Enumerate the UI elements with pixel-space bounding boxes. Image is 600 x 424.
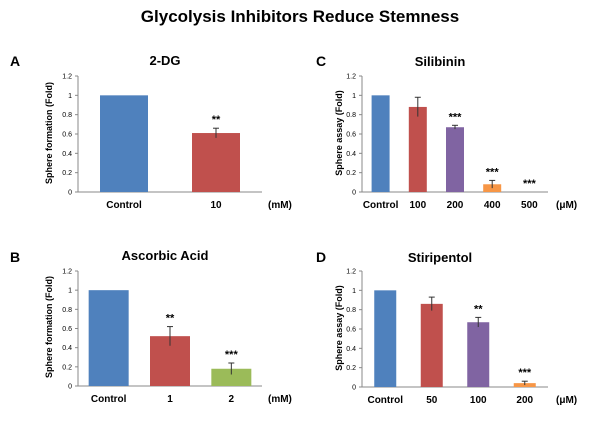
y-tick-label: 0.4 (62, 151, 72, 158)
bar (467, 322, 490, 387)
y-tick-label: 1.2 (62, 74, 72, 81)
significance-label: ** (166, 313, 175, 325)
significance-label: *** (486, 166, 500, 178)
significance-label: *** (449, 111, 463, 123)
bar (192, 133, 240, 192)
bar (420, 303, 443, 387)
bar (374, 290, 397, 387)
category-label: 1 (167, 394, 173, 405)
plot-area: 0 0.2 0.4 0.6 0.8 1 1.2 Control 50 100 ** 200 *** (346, 269, 548, 406)
y-tick-label: 0 (352, 385, 356, 392)
category-label: 10 (210, 200, 222, 211)
y-tick-label: 1.2 (346, 269, 356, 276)
y-tick-label: 0.4 (346, 346, 356, 353)
y-tick-label: 1 (352, 93, 356, 100)
x-axis-unit: (μM) (556, 200, 577, 211)
y-tick-label: 0 (68, 190, 72, 197)
y-tick-label: 0.2 (346, 170, 356, 177)
y-tick-label: 0.2 (62, 170, 72, 177)
y-tick-label: 1 (352, 288, 356, 295)
category-label: 100 (470, 395, 487, 406)
y-axis-label: Sphere assay (Fold) (334, 90, 344, 176)
x-axis-unit: (mM) (268, 394, 292, 405)
plot-area: 0 0.2 0.4 0.6 0.8 1 1.2 Control 10 ** (62, 74, 262, 211)
category-label: Control (106, 200, 142, 211)
y-tick-label: 0.6 (62, 132, 72, 139)
y-tick-label: 0.8 (62, 112, 72, 119)
y-tick-label: 0.8 (346, 112, 356, 119)
y-tick-label: 1.2 (346, 74, 356, 81)
bar (100, 95, 148, 192)
bar (446, 127, 464, 192)
x-axis-unit: (μM) (556, 395, 577, 406)
panel-title: Silibinin (415, 54, 466, 69)
panel-title: Ascorbic Acid (122, 248, 209, 263)
panel-letter: A (10, 53, 20, 69)
y-tick-label: 1 (68, 93, 72, 100)
y-axis-label: Sphere formation (Fold) (44, 276, 54, 378)
category-label: 50 (426, 395, 438, 406)
panel-title: Stiripentol (408, 250, 472, 265)
y-tick-label: 0.8 (346, 307, 356, 314)
category-label: 200 (516, 395, 533, 406)
y-tick-label: 0.4 (346, 151, 356, 158)
panel-letter: D (316, 249, 326, 265)
category-label: 100 (409, 200, 426, 211)
y-axis-label: Sphere assay (Fold) (334, 285, 344, 371)
panel-letter: B (10, 249, 20, 265)
y-tick-label: 0.2 (62, 364, 72, 371)
y-tick-label: 0.2 (346, 365, 356, 372)
category-label: 400 (484, 200, 501, 211)
y-tick-label: 1 (68, 288, 72, 295)
category-label: 2 (229, 394, 235, 405)
y-tick-label: 0.6 (346, 327, 356, 334)
significance-label: *** (225, 349, 239, 361)
y-tick-label: 0.6 (346, 132, 356, 139)
category-label: 500 (521, 200, 538, 211)
y-tick-label: 1.2 (62, 269, 72, 276)
panel-letter: C (316, 53, 326, 69)
y-tick-label: 0 (68, 384, 72, 391)
category-label: 200 (447, 200, 464, 211)
panel-title: 2-DG (149, 53, 180, 68)
panel-a: A 2-DG Sphere formation (Fold) (mM) 0 0.2… (10, 53, 292, 211)
bar (88, 290, 129, 386)
significance-label: ** (212, 114, 221, 126)
bar (211, 368, 252, 386)
significance-label: *** (518, 367, 532, 379)
category-label: Control (367, 395, 403, 406)
bar (408, 106, 427, 192)
y-tick-label: 0 (352, 190, 356, 197)
panel-d: D Stiripentol Sphere assay (Fold) (μM) 0… (316, 249, 577, 406)
y-tick-label: 0.6 (62, 326, 72, 333)
y-axis-label: Sphere formation (Fold) (44, 82, 54, 184)
y-tick-label: 0.4 (62, 345, 72, 352)
category-label: Control (91, 394, 127, 405)
significance-label: ** (474, 303, 483, 315)
bar (371, 95, 390, 192)
panel-b: B Ascorbic Acid Sphere formation (Fold) … (10, 248, 292, 405)
x-axis-unit: (mM) (268, 200, 292, 211)
y-tick-label: 0.8 (62, 307, 72, 314)
category-label: Control (363, 200, 399, 211)
significance-label: *** (523, 178, 537, 190)
figure-title: Glycolysis Inhibitors Reduce Stemness (141, 7, 459, 26)
plot-area: 0 0.2 0.4 0.6 0.8 1 1.2 Control 100 200 *** 400 *** 5… (346, 74, 548, 211)
panel-c: C Silibinin Sphere assay (Fold) (μM) 0 0.… (316, 53, 577, 211)
plot-area: 0 0.2 0.4 0.6 0.8 1 1.2 Control 1 ** 2 *** (62, 269, 262, 405)
